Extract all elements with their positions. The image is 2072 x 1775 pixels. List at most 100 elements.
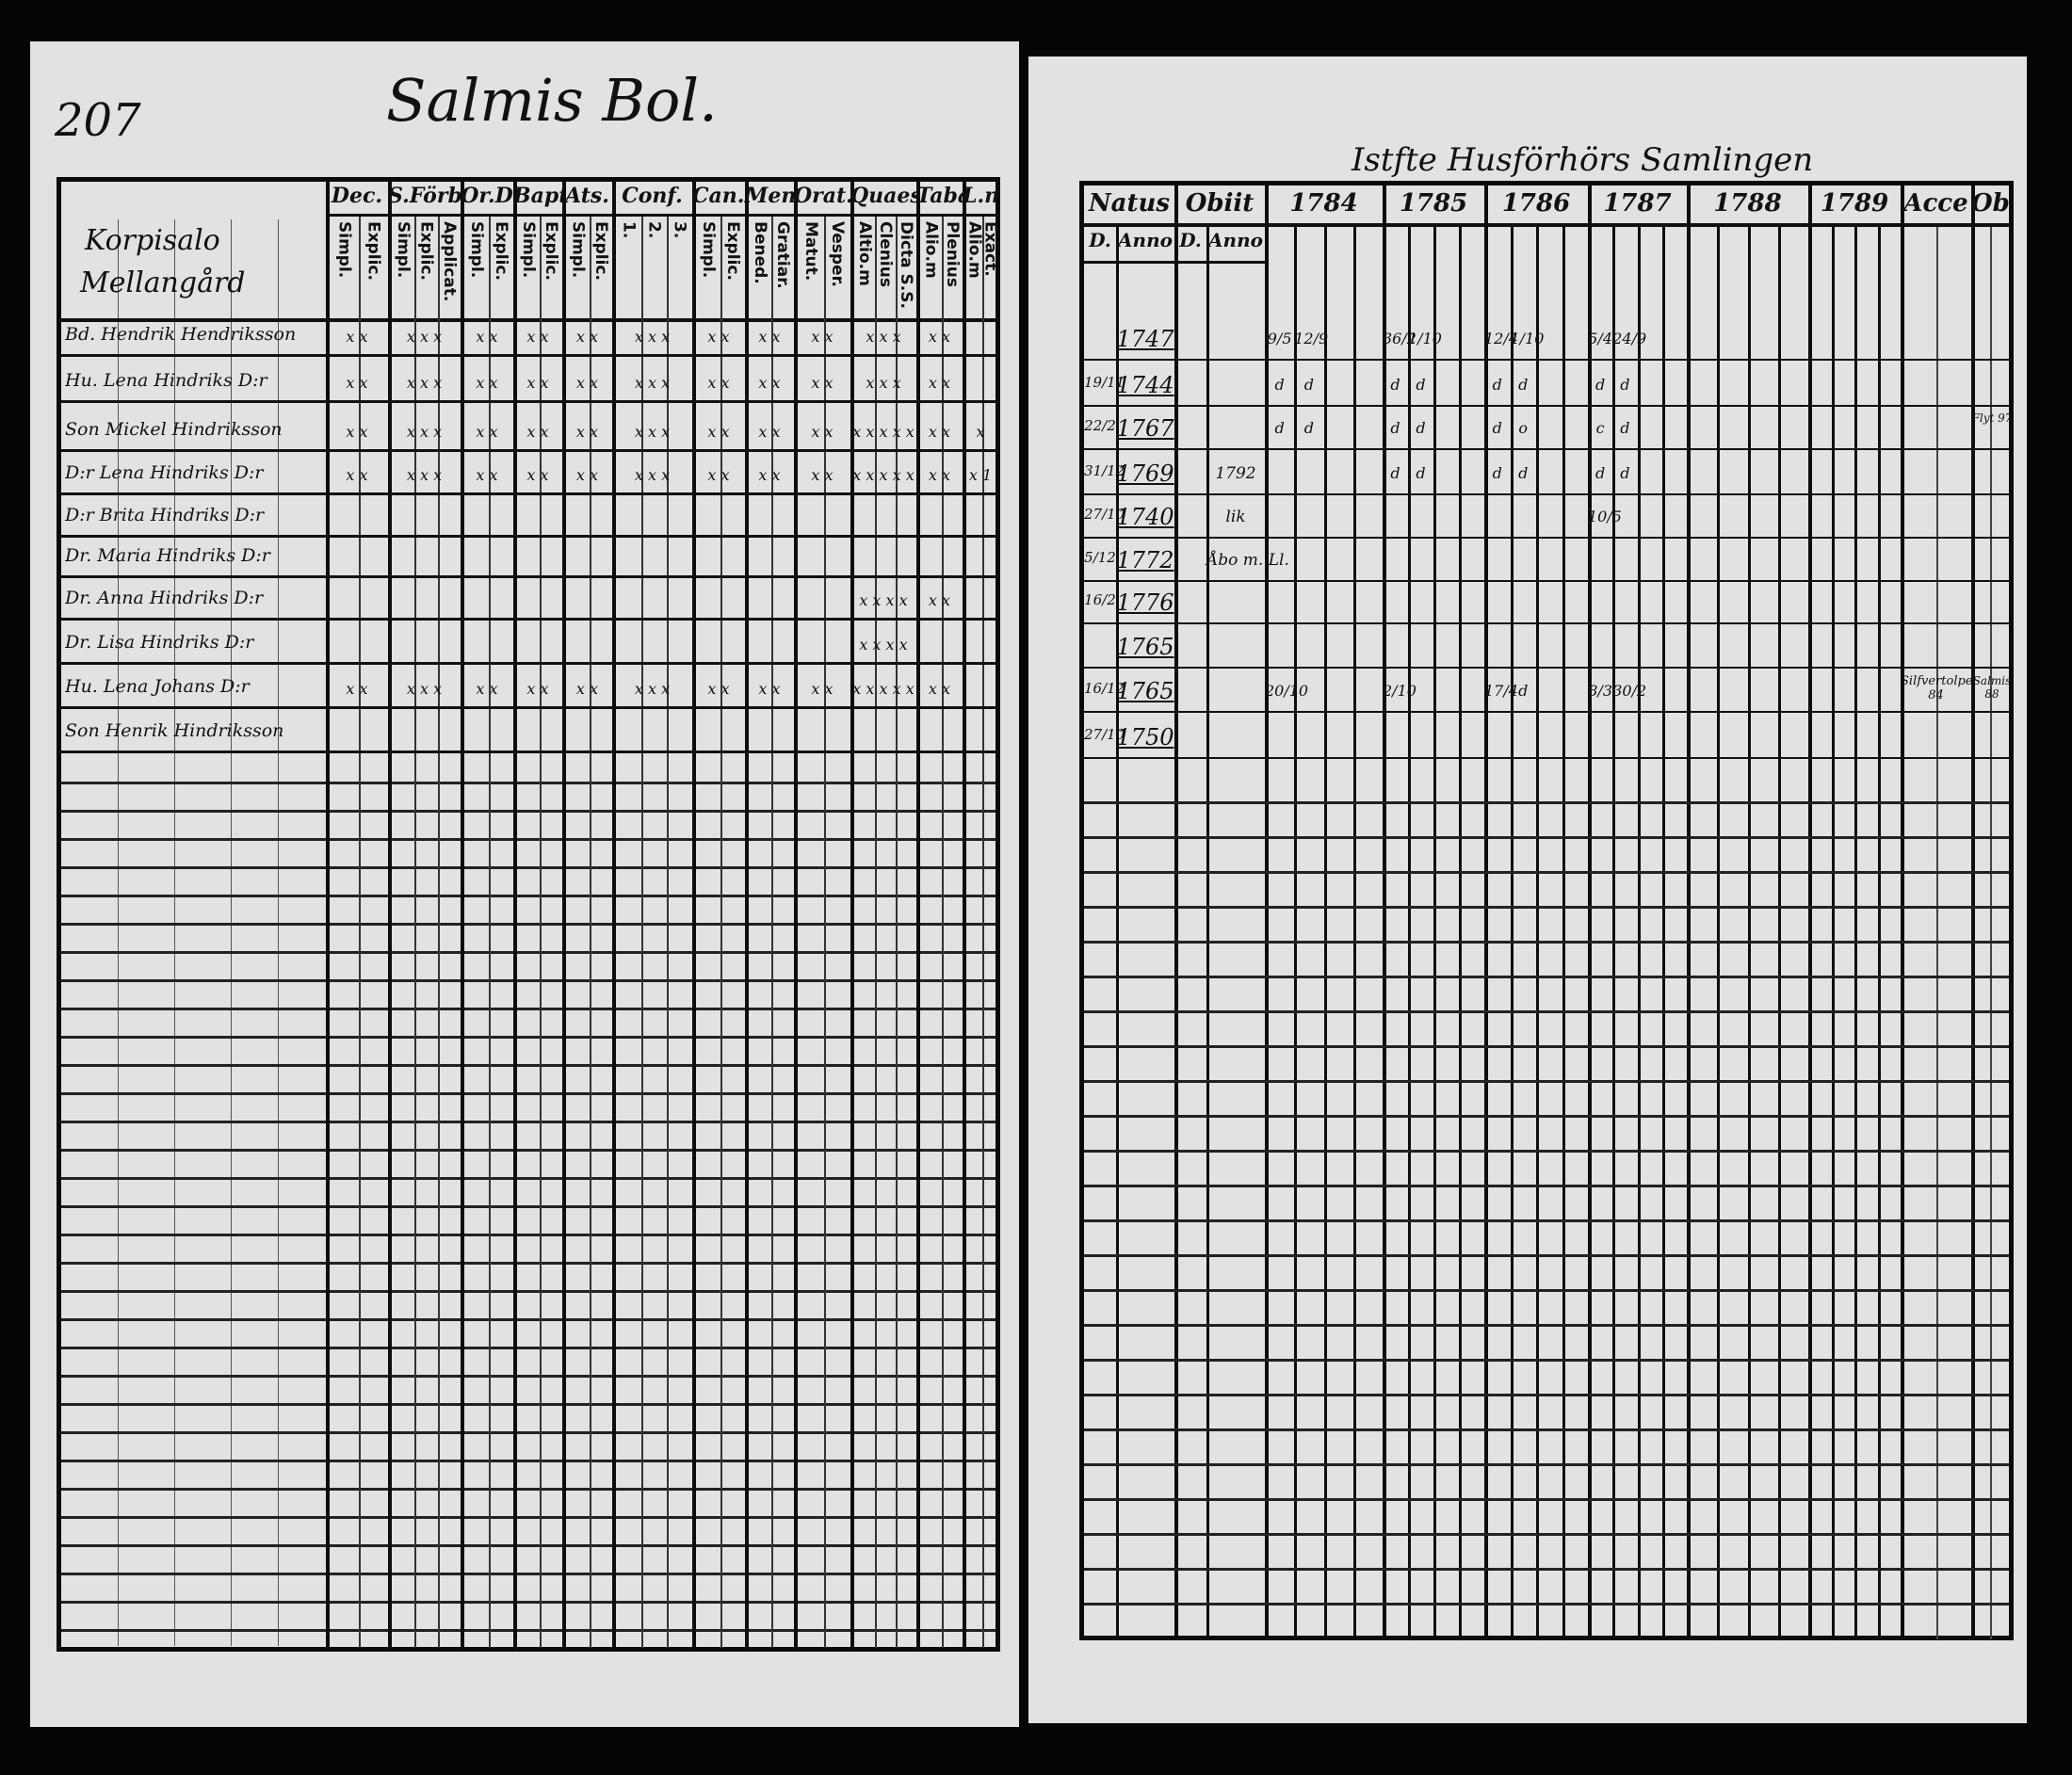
attendance-mark: d <box>1416 376 1426 394</box>
column-subheader: Explic. <box>364 221 383 281</box>
column-subheader: Alio.m <box>964 221 984 279</box>
column-rule <box>612 182 616 1651</box>
column-subheader: Simpl. <box>519 221 538 279</box>
person-name: D:r Brita Hindriks D:r <box>65 505 265 525</box>
register-table: Natus Obiit 1784 1785 1786 1787 1788 1789 Acce Ob… <box>1079 181 2014 1640</box>
attendance-mark: 1/10 <box>1408 330 1442 347</box>
column-rule <box>850 182 854 1651</box>
knowledge-mark: x x x x <box>859 591 908 609</box>
person-name: Dr. Maria Hindriks D:r <box>65 545 270 566</box>
row-rule <box>61 354 998 357</box>
row-rule <box>1084 405 2009 407</box>
attendance-mark: d <box>1492 376 1502 394</box>
attendance-mark: d <box>1303 419 1314 437</box>
knowledge-mark: x x <box>526 374 549 392</box>
birth-day: 27/10 <box>1084 726 1125 743</box>
knowledge-mark: x x <box>811 466 834 484</box>
subcolumn-rule <box>359 217 361 1648</box>
column-subheader: Applicat. <box>439 221 459 302</box>
knowledge-mark: x x <box>928 591 951 609</box>
row-rule <box>61 618 998 621</box>
ruled-rows <box>61 756 996 1646</box>
knowledge-mark: x x <box>476 374 498 392</box>
column-subheader: Bened. <box>751 221 769 284</box>
column-rule <box>326 182 330 1651</box>
knowledge-mark: x x x <box>634 423 671 441</box>
attendance-mark: d <box>1620 464 1630 482</box>
knowledge-mark: x x <box>928 680 951 698</box>
attendance-mark: 5/4 <box>1588 330 1612 347</box>
attendance-mark: d <box>1274 376 1285 394</box>
row-rule <box>1084 757 2009 759</box>
attendance-mark: d <box>1595 376 1606 394</box>
person-name: Hu. Lena Hindriks D:r <box>65 370 267 391</box>
column-header: Conf. <box>622 184 683 208</box>
knowledge-mark: x x <box>575 423 599 441</box>
knowledge-mark: x x <box>758 328 781 346</box>
farm-name: Mellangård <box>80 266 246 299</box>
column-header: Taba. <box>916 184 963 208</box>
subcolumn-rule <box>489 217 491 1648</box>
column-subheader: Simpl. <box>334 221 354 279</box>
attendance-mark: d <box>1303 376 1314 394</box>
row-rule <box>1084 667 2009 669</box>
knowledge-mark: x x <box>346 466 368 484</box>
header-rule <box>1084 223 2009 227</box>
person-name: Son Henrik Hindriksson <box>65 720 284 741</box>
column-header: Ats. <box>565 184 609 208</box>
subcolumn-rule <box>437 217 440 1648</box>
knowledge-mark: x x <box>526 328 549 346</box>
knowledge-mark: x x x <box>406 680 443 698</box>
subcolumn-rule <box>941 217 944 1648</box>
row-rule <box>61 706 998 709</box>
knowledge-mark: x x <box>346 680 368 698</box>
birth-day: 31/12 <box>1084 462 1125 479</box>
column-subheader: Gratiar. <box>773 221 792 289</box>
row-rule <box>1084 711 2009 713</box>
knowledge-mark: x x <box>811 680 834 698</box>
row-rule <box>61 575 998 578</box>
column-rule <box>513 182 517 1651</box>
knowledge-mark: x x <box>928 328 951 346</box>
column-header: Natus <box>1088 189 1171 218</box>
column-header: 1786 <box>1501 189 1571 218</box>
knowledge-mark: x x x <box>634 466 671 484</box>
knowledge-mark: x x <box>707 466 730 484</box>
column-header: Bapt. <box>513 184 562 208</box>
knowledge-mark: x x x x x <box>852 680 915 698</box>
subcolumn-rule <box>896 217 898 1648</box>
knowledge-mark: x x <box>811 328 834 346</box>
attendance-mark: 36/2 <box>1383 330 1416 347</box>
knowledge-mark: x x <box>575 328 599 346</box>
column-subheader: Alio.m <box>921 221 941 279</box>
column-subheader: Simpl. <box>699 221 718 279</box>
birth-year: 1767 <box>1116 415 1174 442</box>
person-name: Son Mickel Hindriksson <box>65 419 283 440</box>
birth-day: 22/2 <box>1084 417 1116 434</box>
column-subheader: Clenius <box>876 221 895 287</box>
birth-year: 1765 <box>1116 678 1174 704</box>
subcolumn-rule <box>540 217 542 1648</box>
column-rule <box>794 182 798 1651</box>
column-rule <box>745 182 749 1651</box>
row-rule <box>1084 359 2009 361</box>
birth-year: 1776 <box>1116 589 1174 616</box>
column-subheader: 2. <box>644 221 664 239</box>
knowledge-mark: x x <box>575 374 599 392</box>
knowledge-mark: x x x <box>406 374 443 392</box>
knowledge-mark: x x <box>758 423 781 441</box>
death-year: lik <box>1225 508 1246 526</box>
knowledge-mark: x x <box>758 374 781 392</box>
column-header: Mens. <box>745 184 794 208</box>
header-rule <box>61 318 998 322</box>
person-name: D:r Lena Hindriks D:r <box>65 462 264 483</box>
parish-title: Salmis Bol. <box>386 66 718 135</box>
attendance-mark: 1/10 <box>1510 330 1545 347</box>
column-header: 1784 <box>1289 189 1358 218</box>
column-subheader: Explic. <box>591 221 610 281</box>
column-subheader: Explic. <box>492 221 510 281</box>
column-header: 1785 <box>1399 189 1468 218</box>
header-rule <box>326 214 998 217</box>
column-subheader: Exact. <box>980 221 1000 277</box>
subcolumn-rule <box>720 217 722 1648</box>
